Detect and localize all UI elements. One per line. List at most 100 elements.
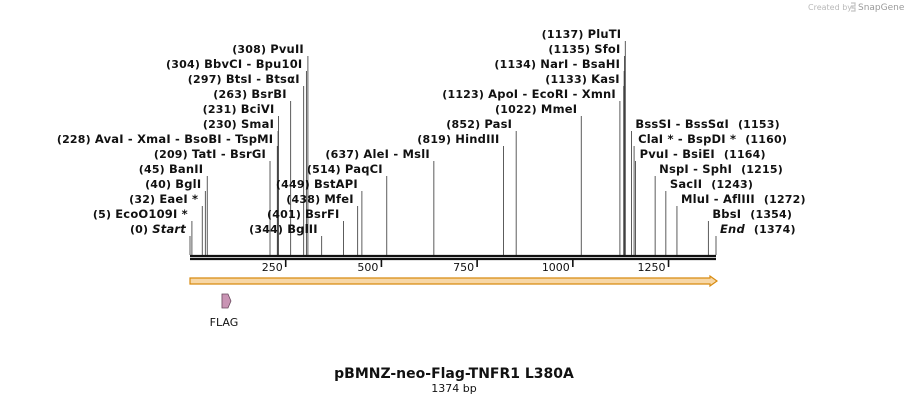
site-label[interactable]: (308) PvuII — [232, 42, 304, 56]
dna-backbone — [190, 254, 716, 261]
site-position: (438) — [286, 193, 324, 206]
site-label[interactable]: ClaI * - BspDI * (1160) — [638, 132, 787, 146]
site-position: (1135) — [548, 43, 594, 56]
site-mid-5[interactable]: (637) AleI - MslI — [325, 147, 435, 255]
site-mid-7[interactable]: (852) PasI — [446, 117, 517, 255]
site-label[interactable]: (209) TatI - BsrGI — [154, 147, 266, 161]
enzyme-name: XmnI — [582, 87, 616, 101]
site-label[interactable]: End (1374) — [720, 222, 796, 236]
site-left-5[interactable]: (209) TatI - BsrGI — [154, 147, 271, 255]
site-left-9[interactable]: (263) BsrBI — [213, 87, 292, 255]
enzyme-name: BssSI — [635, 117, 671, 131]
site-right-1[interactable]: ClaI * - BspDI * (1160) — [633, 132, 787, 255]
site-mid-6[interactable]: (819) HindIII — [417, 132, 504, 255]
site-right-4[interactable]: SacII (1243) — [665, 177, 753, 255]
map-caption: pBMNZ-neo-Flag-TNFR1 L380A 1374 bp — [334, 366, 574, 395]
site-mid-12[interactable]: (1135) SfoI — [548, 42, 625, 255]
site-mid-0[interactable]: (344) BglII — [249, 222, 323, 255]
site-label[interactable]: (297) BtsI - BtsαI — [188, 72, 300, 86]
site-label[interactable]: BbsI (1354) — [712, 207, 792, 221]
site-label[interactable]: (637) AleI - MslI — [325, 147, 429, 161]
site-label[interactable]: (0) Start — [130, 222, 186, 236]
site-mid-9[interactable]: (1123) ApoI - EcoRI - XmnI — [442, 87, 621, 255]
site-label[interactable]: (231) BciVI — [203, 102, 275, 116]
site-position: (1123) — [442, 88, 488, 101]
enzyme-name: EaeI * — [159, 192, 198, 206]
site-left-1[interactable]: (5) EcoO109I * — [93, 207, 193, 255]
site-label[interactable]: (852) PasI — [446, 117, 512, 131]
site-position: (5) — [93, 208, 115, 221]
site-mid-3[interactable]: (449) BstAPI — [276, 177, 363, 255]
enzyme-name: EcoRI — [532, 87, 569, 101]
enzyme-name: BsoBI — [184, 132, 222, 146]
site-right-3[interactable]: NspI - SphI (1215) — [654, 162, 783, 255]
site-mid-4[interactable]: (514) PaqCI — [307, 162, 388, 255]
site-right-0[interactable]: BssSI - BssSαI (1153) — [630, 117, 780, 255]
site-position: (308) — [232, 43, 270, 56]
site-label[interactable]: MluI - AflIII (1272) — [681, 192, 806, 206]
enzyme-name: BsiEI — [682, 147, 715, 161]
site-label[interactable]: (1137) PluTI — [542, 27, 622, 41]
feature-arrow-shape[interactable] — [221, 293, 232, 309]
site-mid-8[interactable]: (1022) MmeI — [495, 102, 582, 255]
site-label[interactable]: (263) BsrBI — [213, 87, 286, 101]
site-position: (449) — [276, 178, 314, 191]
site-label[interactable]: (304) BbvCI - Bpu10I — [166, 57, 302, 71]
site-label[interactable]: PvuI - BsiEI (1164) — [640, 147, 766, 161]
site-label[interactable]: (344) BglII — [249, 222, 318, 236]
site-left-12[interactable]: (308) PvuII — [232, 42, 309, 255]
site-label[interactable]: (1133) KasI — [545, 72, 620, 86]
site-right-7[interactable]: End (1374) — [715, 222, 796, 255]
site-label[interactable]: (401) BsrFI — [267, 207, 339, 221]
site-label[interactable]: (1135) SfoI — [548, 42, 620, 56]
enzyme-name: BsrBI — [251, 87, 286, 101]
site-left-2[interactable]: (32) EaeI * — [129, 192, 203, 255]
site-mid-1[interactable]: (401) BsrFI — [267, 207, 344, 255]
site-label[interactable]: NspI - SphI (1215) — [659, 162, 783, 176]
site-left-8[interactable]: (231) BciVI — [203, 102, 279, 255]
site-position: (304) — [166, 58, 204, 71]
site-position: (230) — [203, 118, 241, 131]
site-label[interactable]: (514) PaqCI — [307, 162, 383, 176]
site-label[interactable]: (1123) ApoI - EcoRI - XmnI — [442, 87, 616, 101]
site-mid-13[interactable]: (1137) PluTI — [542, 27, 626, 255]
site-label[interactable]: (438) MfeI — [286, 192, 353, 206]
site-left-3[interactable]: (40) BglI — [145, 177, 206, 255]
orf-arrow[interactable] — [189, 274, 719, 288]
site-right-5[interactable]: MluI - AflIII (1272) — [676, 192, 806, 255]
site-label[interactable]: (449) BstAPI — [276, 177, 358, 191]
feature-label: FLAG — [210, 316, 239, 329]
site-label[interactable]: SacII (1243) — [670, 177, 753, 191]
site-position: (263) — [213, 88, 251, 101]
site-right-2[interactable]: PvuI - BsiEI (1164) — [635, 147, 766, 255]
enzyme-name: Start — [152, 222, 186, 236]
site-label[interactable]: (32) EaeI * — [129, 192, 198, 206]
site-left-0[interactable]: (0) Start — [130, 222, 191, 255]
enzyme-name: PaqCI — [345, 162, 383, 176]
orf-arrow-shape[interactable] — [189, 274, 719, 288]
site-label[interactable]: (230) SmaI — [203, 117, 274, 131]
site-label[interactable]: (45) BanII — [139, 162, 203, 176]
feature-flag[interactable]: FLAG — [210, 293, 239, 329]
site-right-6[interactable]: BbsI (1354) — [707, 207, 792, 255]
enzyme-name: ApoI — [488, 87, 518, 101]
site-label[interactable]: (5) EcoO109I * — [93, 207, 188, 221]
site-left-4[interactable]: (45) BanII — [139, 162, 208, 255]
site-left-6[interactable]: (228) AvaI - XmaI - BsoBI - TspMI — [57, 132, 278, 255]
enzyme-name: SacII — [670, 177, 702, 191]
site-label[interactable]: (1022) MmeI — [495, 102, 577, 116]
site-left-11[interactable]: (304) BbvCI - Bpu10I — [166, 57, 307, 255]
enzyme-name: AleI — [363, 147, 389, 161]
site-label[interactable]: (228) AvaI - XmaI - BsoBI - TspMI — [57, 132, 273, 146]
site-label[interactable]: (40) BglI — [145, 177, 201, 191]
enzyme-name: End — [720, 222, 745, 236]
enzyme-name: NarI — [540, 57, 568, 71]
site-label[interactable]: (1134) NarI - BsaHI — [494, 57, 620, 71]
site-position: (1133) — [545, 73, 591, 86]
site-label[interactable]: (819) HindIII — [417, 132, 499, 146]
ruler-tick-label: 250 — [262, 261, 283, 274]
ruler-tick-label: 1000 — [542, 261, 570, 274]
site-label[interactable]: BssSI - BssSαI (1153) — [635, 117, 779, 131]
site-mid-2[interactable]: (438) MfeI — [286, 192, 359, 255]
site-left-10[interactable]: (297) BtsI - BtsαI — [188, 72, 305, 255]
